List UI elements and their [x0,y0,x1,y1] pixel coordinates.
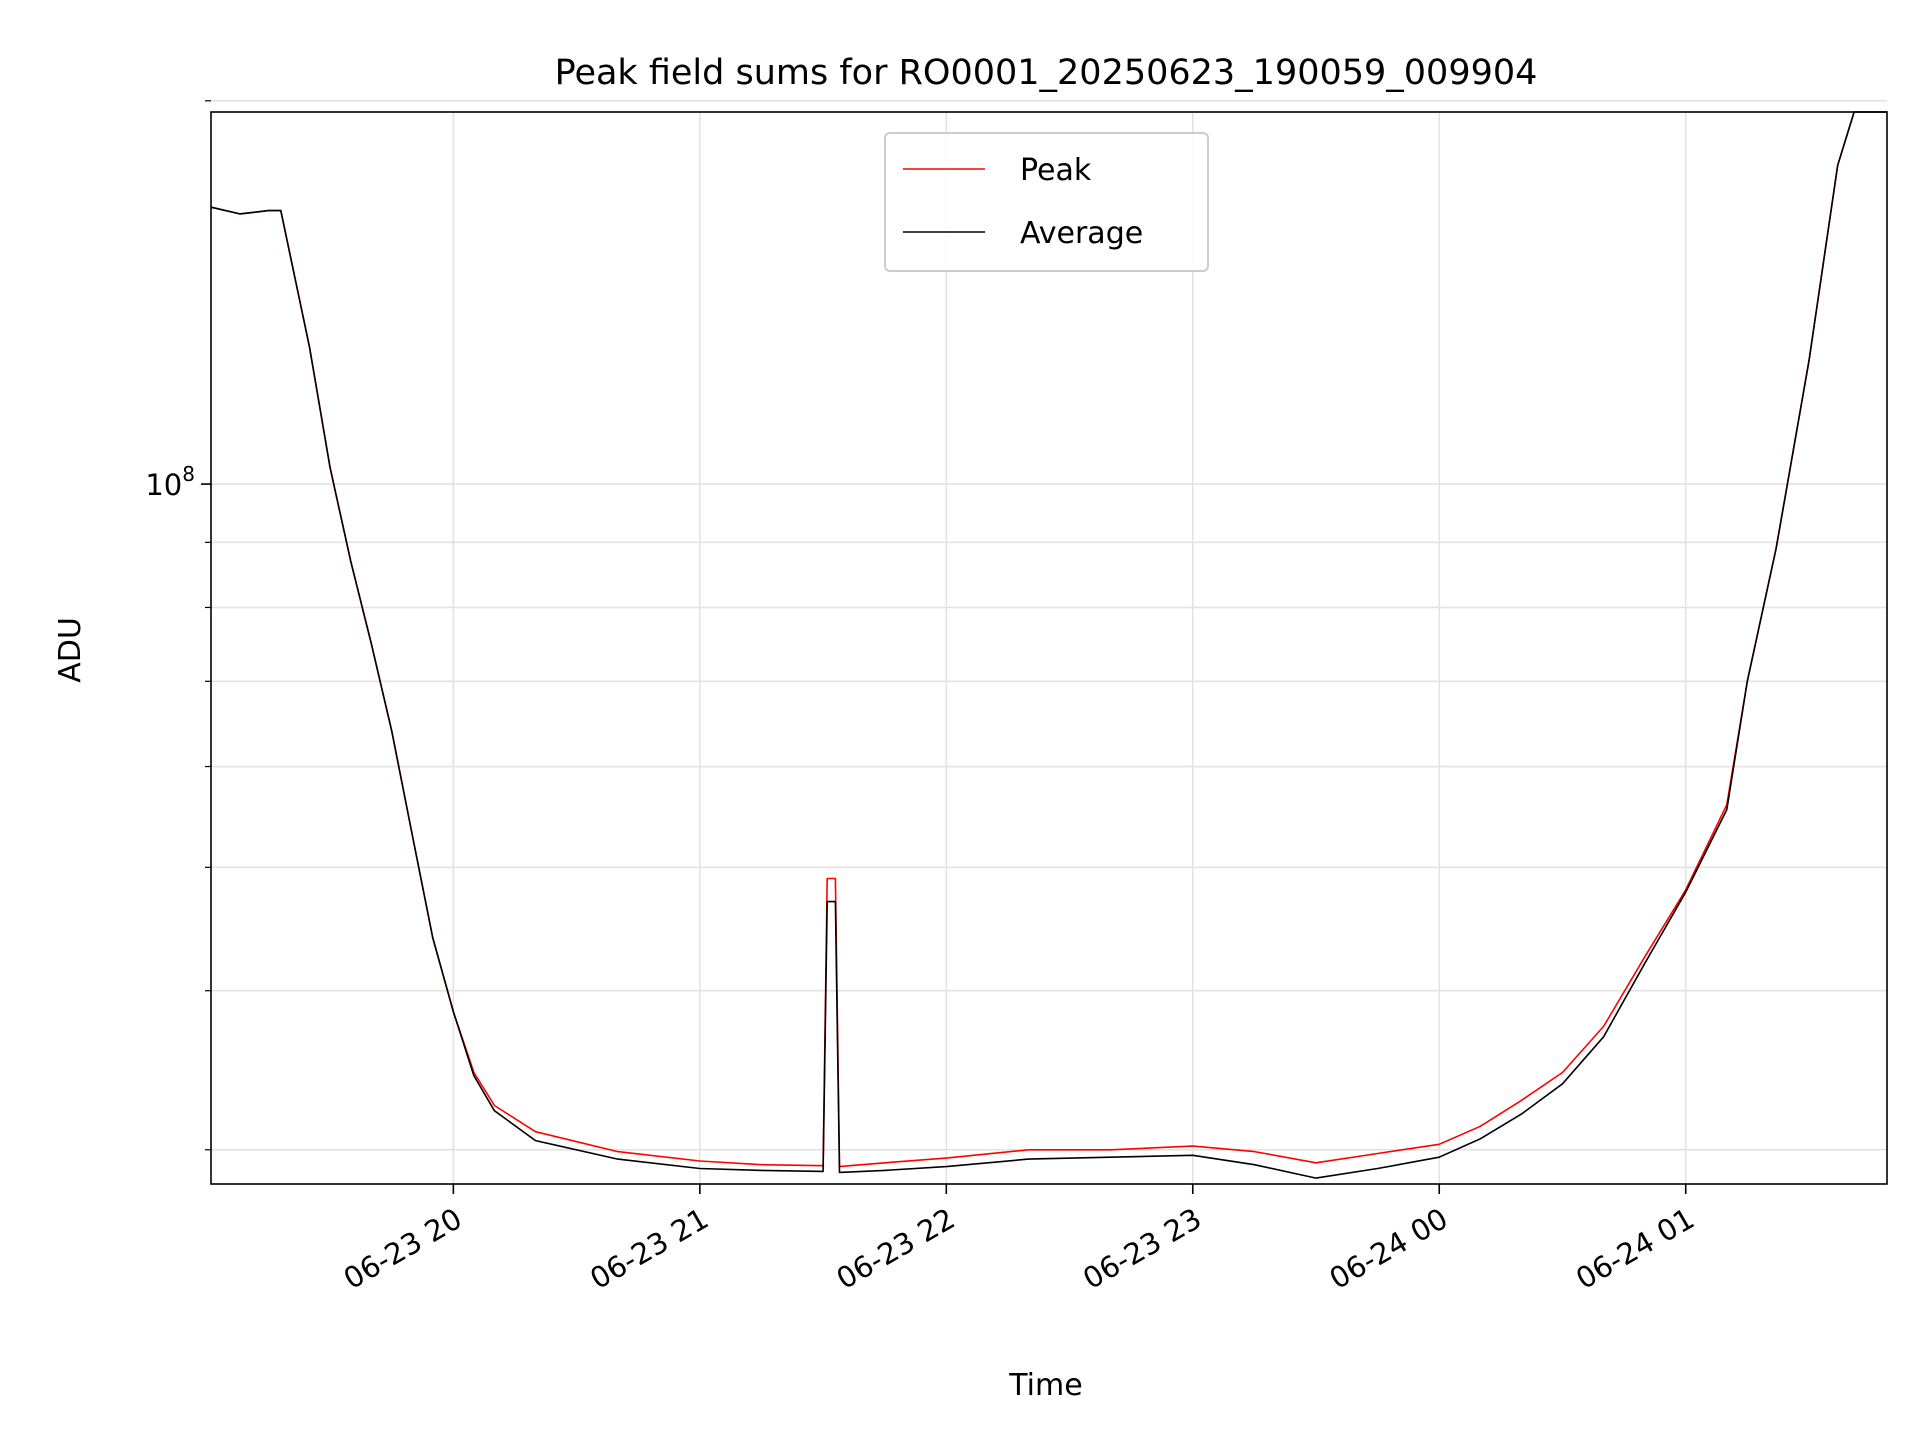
legend-box [884,132,1209,272]
grid [211,100,1887,1184]
x-axis-label: Time [1008,1368,1082,1403]
legend-label-average: Average [1020,216,1143,251]
plot-area-frame [210,111,1888,1185]
y-axis-label: ADU [53,617,88,683]
series-layer [210,111,1887,1179]
legend: Peak Average [884,132,1209,272]
series-line-average [210,111,1887,1179]
legend-label-peak: Peak [1020,153,1092,188]
chart-title: Peak field sums for RO0001_20250623_1900… [555,53,1538,93]
